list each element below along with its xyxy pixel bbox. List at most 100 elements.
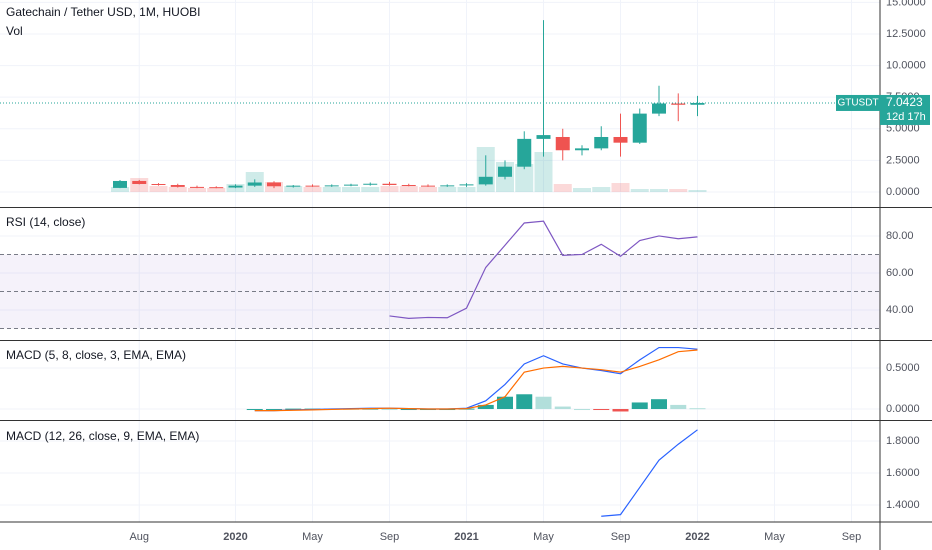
volume-bar xyxy=(111,187,129,192)
volume-bar xyxy=(650,189,668,192)
y-tick-label: 40.00 xyxy=(886,304,914,316)
candle-body xyxy=(613,136,628,143)
candle-body xyxy=(151,184,166,186)
histogram-bar xyxy=(631,402,648,410)
y-tick-label: 2.5000 xyxy=(886,154,920,166)
y-tick-label: 80.00 xyxy=(886,230,914,242)
histogram-bar xyxy=(535,396,552,410)
x-tick-label: Aug xyxy=(129,531,149,543)
candle-body xyxy=(555,136,570,151)
candle-body xyxy=(190,186,204,188)
volume-bar xyxy=(399,186,418,192)
countdown-label: 12d 17h xyxy=(886,111,926,123)
y-tick-label: 12.5000 xyxy=(886,28,926,40)
series-line xyxy=(389,220,698,319)
marks xyxy=(0,20,880,517)
x-tick-label: May xyxy=(533,531,554,543)
candle-body xyxy=(209,187,224,189)
histogram-bar xyxy=(593,409,610,411)
histogram-bar xyxy=(612,409,629,412)
volume-bar xyxy=(534,152,553,192)
candle-body xyxy=(671,103,686,105)
histogram-bar xyxy=(670,404,687,410)
volume-bar xyxy=(592,187,611,192)
x-tick-label: Sep xyxy=(380,531,400,543)
histogram-bar xyxy=(516,394,533,410)
volume-bar xyxy=(284,186,303,192)
volume-bar xyxy=(380,186,399,192)
volume-bar xyxy=(361,187,380,192)
candle-body xyxy=(344,184,358,186)
histogram-bar xyxy=(574,409,590,411)
volume-bar xyxy=(669,189,688,192)
y-tick-label: 60.00 xyxy=(886,267,914,279)
histogram-bar xyxy=(651,399,667,410)
chart-title: Gatechain / Tether USD, 1M, HUOBI xyxy=(6,5,201,19)
candle-body xyxy=(324,185,339,187)
candle-body xyxy=(113,180,127,188)
volume-bar xyxy=(322,187,341,192)
pane-title: RSI (14, close) xyxy=(6,215,85,229)
candle-body xyxy=(228,185,243,188)
grid xyxy=(0,0,880,522)
candle-body xyxy=(286,185,301,187)
volume-bar xyxy=(168,187,187,192)
candle-body xyxy=(363,183,378,185)
volume-bar xyxy=(515,164,534,192)
candle-body xyxy=(459,184,474,186)
pane-title: MACD (5, 8, close, 3, EMA, EMA) xyxy=(6,348,186,362)
y-tick-label: 1.4000 xyxy=(886,499,920,511)
histogram-bar xyxy=(266,409,282,411)
symbol-label: GTUSDT xyxy=(837,98,878,109)
histogram-bar xyxy=(246,409,263,411)
histogram-bar xyxy=(689,408,706,410)
volume-bar xyxy=(611,183,630,192)
candle-body xyxy=(401,185,416,187)
candle-body xyxy=(478,176,493,185)
histogram-bar xyxy=(381,409,398,411)
volume-bar xyxy=(149,186,168,192)
series-line xyxy=(254,349,698,412)
volume-bar xyxy=(457,187,476,192)
candle-body xyxy=(421,185,435,187)
candle-body xyxy=(498,166,512,177)
histogram-bar xyxy=(554,406,571,410)
y-tick-label: 15.0000 xyxy=(886,0,926,8)
x-tick-label: Sep xyxy=(611,531,631,543)
candle-body xyxy=(632,113,647,143)
volume-bar xyxy=(438,187,457,192)
last-price-label: 7.0423 xyxy=(886,95,923,109)
volume-bar xyxy=(342,187,360,192)
candle-body xyxy=(517,138,532,167)
candle-body xyxy=(170,185,185,187)
candle-body xyxy=(132,180,147,184)
histogram-bar xyxy=(497,396,513,410)
volume-bar xyxy=(630,189,649,192)
histogram-bar xyxy=(477,404,494,410)
rsi-band xyxy=(0,254,880,329)
y-tick-label: 0.0000 xyxy=(886,186,920,198)
x-tick-label: 2021 xyxy=(454,531,478,543)
volume-bar xyxy=(573,188,591,192)
y-tick-label: 1.8000 xyxy=(886,435,920,447)
histogram-bar xyxy=(285,408,302,410)
price-badge xyxy=(880,94,930,125)
y-tick-label: 10.0000 xyxy=(886,59,926,71)
candle-body xyxy=(575,148,589,151)
series-line xyxy=(601,429,698,517)
x-tick-label: May xyxy=(764,531,785,543)
y-tick-label: 5.0000 xyxy=(886,123,920,135)
y-tick-label: 0.5000 xyxy=(886,362,920,374)
volume-bar xyxy=(207,188,226,192)
x-tick-label: 2022 xyxy=(685,531,709,543)
candle-body xyxy=(267,182,281,187)
pane-title: MACD (12, 26, close, 9, EMA, EMA) xyxy=(6,429,199,443)
x-tick-label: May xyxy=(302,531,323,543)
y-tick-label: 1.6000 xyxy=(886,467,920,479)
candle-body xyxy=(652,103,666,114)
candle-body xyxy=(305,185,320,187)
candle-body xyxy=(247,182,262,186)
candle-body xyxy=(536,135,551,139)
y-tick-label: 0.0000 xyxy=(886,403,920,415)
